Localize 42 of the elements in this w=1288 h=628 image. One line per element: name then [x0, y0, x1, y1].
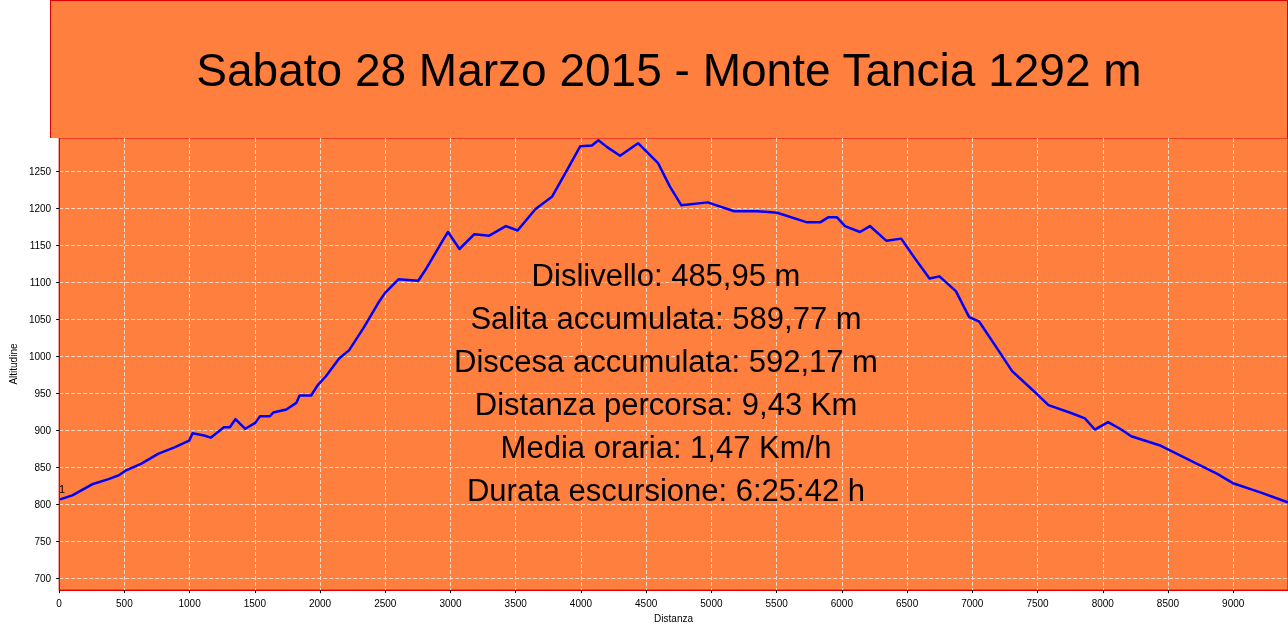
x-axis-title: Distanza [654, 612, 694, 624]
x-tick-label: 3000 [439, 597, 463, 609]
annotation: Dislivello: 485,95 m [531, 258, 801, 293]
annotation: Distanza percorsa: 9,43 Km [474, 387, 858, 422]
y-tick-label: 1050 [28, 313, 52, 325]
chart-title: Sabato 28 Marzo 2015 - Monte Tancia 1292 m [50, 0, 1288, 138]
x-tick-label: 500 [116, 597, 134, 609]
x-tick-label: 5500 [765, 597, 789, 609]
x-tick-label: 4500 [635, 597, 658, 609]
y-tick-label: 750 [34, 535, 52, 547]
y-tick-label: 700 [34, 572, 52, 584]
x-tick-label: 1000 [178, 597, 202, 609]
x-tick-label: 0 [56, 597, 63, 609]
x-tick-label: 2000 [308, 597, 332, 609]
y-tick-label: 1250 [28, 165, 52, 177]
x-tick-label: 7000 [961, 597, 984, 609]
x-tick-label: 5000 [700, 597, 723, 609]
annotation: Durata escursione: 6:25:42 h [466, 473, 866, 508]
x-tick-label: 8000 [1091, 597, 1115, 609]
x-tick-label: 6500 [895, 597, 919, 609]
line-series [59, 138, 1288, 504]
y-tick-label: 1200 [28, 202, 52, 214]
annotation: Salita accumulata: 589,77 m [470, 301, 862, 336]
x-tick-label: 7500 [1026, 597, 1050, 609]
y-tick-label: 1000 [28, 350, 52, 362]
x-tick-label: 8500 [1156, 597, 1180, 609]
y-axis-title: Altitudine [7, 343, 19, 385]
x-tick-label: 6000 [830, 597, 854, 609]
y-tick-label: 900 [34, 424, 52, 436]
y-tick-label: 1150 [29, 239, 52, 251]
x-tick-label: 1500 [243, 597, 267, 609]
annotation: Discesa accumulata: 592,17 m [454, 344, 878, 379]
x-tick-label: 3500 [504, 597, 528, 609]
annotation: Media oraria: 1,47 Km/h [500, 430, 832, 465]
annotation: 1 [59, 482, 66, 495]
y-tick-label: 800 [34, 498, 52, 510]
x-tick-label: 2500 [374, 597, 397, 609]
x-tick-label: 4000 [569, 597, 593, 609]
y-tick-label: 1100 [29, 276, 52, 288]
y-tick-label: 850 [34, 461, 52, 473]
y-tick-label: 950 [34, 387, 52, 399]
x-tick-label: 9000 [1222, 597, 1245, 609]
